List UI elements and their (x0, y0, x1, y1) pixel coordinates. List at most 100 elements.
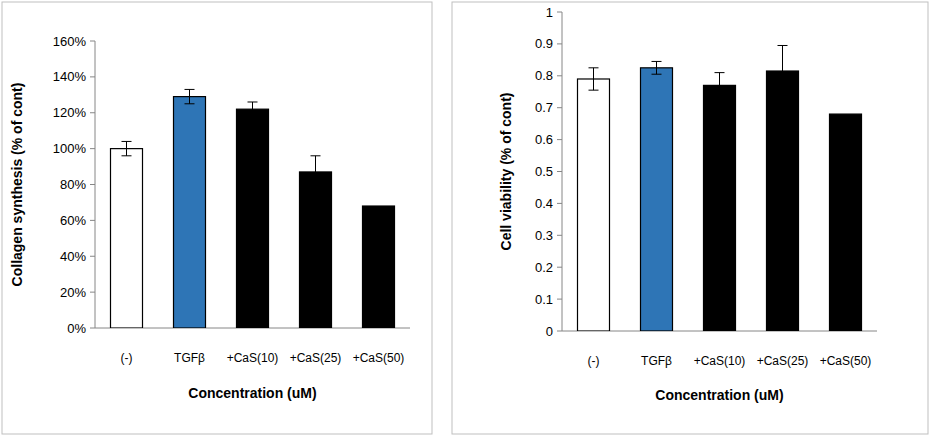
y-tick-label: 120% (53, 105, 87, 120)
bar (300, 172, 332, 328)
error-stem (782, 45, 783, 96)
y-tick-label: 0.4 (535, 196, 553, 211)
error-stem (189, 89, 190, 103)
error-cap (652, 61, 662, 62)
error-bar (778, 45, 788, 96)
error-stem (252, 102, 253, 116)
y-tick (557, 203, 562, 204)
error-cap (248, 116, 258, 117)
y-tick-label: 60% (60, 213, 86, 228)
chart-panel: 0 0.1 0.2 0.3 0.4 0.5 0.6 0.7 0.8 0.9 1 (-) TGFβ +CaS… (452, 2, 928, 434)
error-stem (593, 68, 594, 90)
x-tick-label: (-) (588, 354, 600, 368)
error-bar (715, 73, 725, 99)
error-stem (656, 61, 657, 74)
y-tick (557, 43, 562, 44)
y-tick-label: 40% (60, 249, 86, 264)
y-tick-label: 0.5 (535, 164, 553, 179)
x-tick-label: +CaS(25) (757, 354, 809, 368)
error-bar (589, 68, 599, 90)
y-tick-label: 0 (546, 324, 553, 339)
y-tick (90, 184, 95, 185)
y-tick (557, 12, 562, 13)
error-bar (311, 156, 321, 188)
bar (830, 114, 862, 331)
error-cap (311, 155, 321, 156)
bar (704, 85, 736, 331)
x-tick-label: (-) (121, 351, 133, 365)
error-cap (589, 67, 599, 68)
error-bar (652, 61, 662, 74)
x-tick-label: +CaS(50) (353, 351, 405, 365)
bar (641, 68, 673, 331)
error-bar (122, 141, 132, 155)
error-bar (185, 89, 195, 103)
y-tick (557, 299, 562, 300)
x-axis-title: Concentration (uM) (655, 387, 783, 403)
x-tick-label: TGFβ (174, 351, 205, 365)
y-tick (557, 75, 562, 76)
error-stem (126, 141, 127, 155)
y-tick-label: 160% (53, 34, 87, 49)
y-tick-label: 0.8 (535, 68, 553, 83)
error-cap (778, 96, 788, 97)
bar (174, 97, 206, 328)
y-axis-title: Collagen synthesis (% of cont) (9, 83, 25, 287)
y-tick-label: 1 (546, 5, 553, 20)
y-tick (557, 235, 562, 236)
error-stem (315, 156, 316, 188)
error-cap (715, 72, 725, 73)
error-cap (652, 74, 662, 75)
y-tick-label: 80% (60, 177, 86, 192)
y-tick (90, 220, 95, 221)
y-tick (557, 331, 562, 332)
y-tick-label: 140% (53, 69, 87, 84)
y-tick (90, 112, 95, 113)
bars (578, 45, 862, 331)
y-tick (90, 148, 95, 149)
panel-border (452, 2, 928, 434)
error-cap (778, 45, 788, 46)
y-tick-label: 0.9 (535, 36, 553, 51)
y-tick-label: 0.3 (535, 228, 553, 243)
x-axis-title: Concentration (uM) (188, 385, 316, 401)
bar (237, 109, 269, 328)
bars (111, 89, 395, 328)
error-cap (122, 141, 132, 142)
y-tick (90, 76, 95, 77)
error-stem (719, 73, 720, 99)
x-tick-label: TGFβ (641, 354, 672, 368)
panel-border (2, 2, 432, 434)
figure: 0%20%40%60%80%100%120%140%160%(-)TGFβ+Ca… (0, 0, 932, 438)
y-tick-label: 0.2 (535, 260, 553, 275)
bar (111, 149, 143, 328)
error-cap (122, 155, 132, 156)
x-tick-label: +CaS(10) (227, 351, 279, 365)
y-tick (90, 41, 95, 42)
x-tick-label: +CaS(50) (820, 354, 872, 368)
y-tick-label: 100% (53, 141, 87, 156)
error-cap (248, 101, 258, 102)
error-cap (185, 103, 195, 104)
x-tick-label: +CaS(25) (290, 351, 342, 365)
y-tick (557, 267, 562, 268)
bar (767, 71, 799, 331)
error-cap (715, 98, 725, 99)
x-tick-label: +CaS(10) (694, 354, 746, 368)
chart-panel: 0%20%40%60%80%100%120%140%160%(-)TGFβ+Ca… (2, 2, 432, 434)
y-tick-label: 0% (67, 321, 86, 336)
error-bar (248, 102, 258, 116)
y-tick-label: 0.7 (535, 100, 553, 115)
error-cap (311, 188, 321, 189)
bar (578, 79, 610, 331)
y-tick (90, 328, 95, 329)
y-tick (90, 292, 95, 293)
y-tick (90, 256, 95, 257)
y-tick (557, 139, 562, 140)
bar (363, 206, 395, 328)
y-axis-title: Cell viability (% of cont) (498, 93, 514, 251)
error-cap (589, 90, 599, 91)
y-tick (557, 171, 562, 172)
y-tick-label: 0.6 (535, 132, 553, 147)
y-tick-label: 0.1 (535, 292, 553, 307)
